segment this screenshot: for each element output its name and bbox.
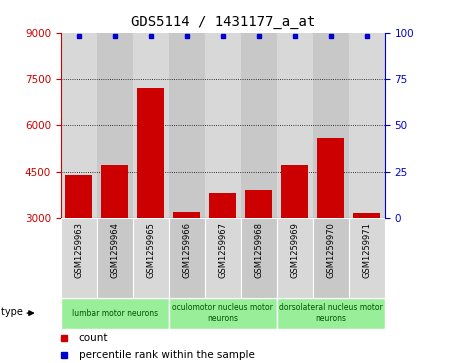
Bar	[65, 175, 92, 218]
Bar	[61, 33, 97, 218]
Text: GSM1259967: GSM1259967	[218, 222, 227, 278]
Text: oculomotor nucleus motor
neurons: oculomotor nucleus motor neurons	[172, 303, 273, 323]
Text: GSM1259970: GSM1259970	[326, 222, 335, 278]
Text: GSM1259965: GSM1259965	[146, 222, 155, 278]
Bar	[245, 190, 272, 218]
Bar	[133, 218, 169, 298]
Bar	[97, 218, 133, 298]
Bar	[277, 298, 385, 329]
Text: dorsolateral nucleus motor
neurons: dorsolateral nucleus motor neurons	[279, 303, 382, 323]
Bar	[209, 193, 236, 218]
Bar	[169, 218, 205, 298]
Text: count: count	[79, 333, 108, 343]
Bar	[205, 33, 241, 218]
Bar	[241, 218, 277, 298]
Bar	[241, 33, 277, 218]
Bar	[61, 298, 169, 329]
Text: GSM1259966: GSM1259966	[182, 222, 191, 278]
Text: GSM1259964: GSM1259964	[110, 222, 119, 278]
Bar	[61, 218, 97, 298]
Bar	[313, 218, 349, 298]
Bar	[281, 166, 308, 218]
Bar	[169, 33, 205, 218]
Bar	[277, 218, 313, 298]
Bar	[169, 298, 277, 329]
Bar	[313, 33, 349, 218]
Text: GSM1259968: GSM1259968	[254, 222, 263, 278]
Text: GSM1259963: GSM1259963	[74, 222, 83, 278]
Bar	[349, 218, 385, 298]
Bar	[97, 33, 133, 218]
Bar	[101, 166, 128, 218]
Text: lumbar motor neurons: lumbar motor neurons	[72, 309, 158, 318]
Bar	[173, 212, 200, 218]
Bar	[317, 138, 344, 218]
Bar	[277, 33, 313, 218]
Bar	[353, 213, 380, 218]
Bar	[133, 33, 169, 218]
Bar	[137, 88, 164, 218]
Text: percentile rank within the sample: percentile rank within the sample	[79, 350, 254, 360]
Text: GSM1259971: GSM1259971	[362, 222, 371, 278]
Text: cell type: cell type	[0, 306, 23, 317]
Bar	[205, 218, 241, 298]
Bar	[349, 33, 385, 218]
Text: GSM1259969: GSM1259969	[290, 222, 299, 278]
Title: GDS5114 / 1431177_a_at: GDS5114 / 1431177_a_at	[130, 15, 315, 29]
